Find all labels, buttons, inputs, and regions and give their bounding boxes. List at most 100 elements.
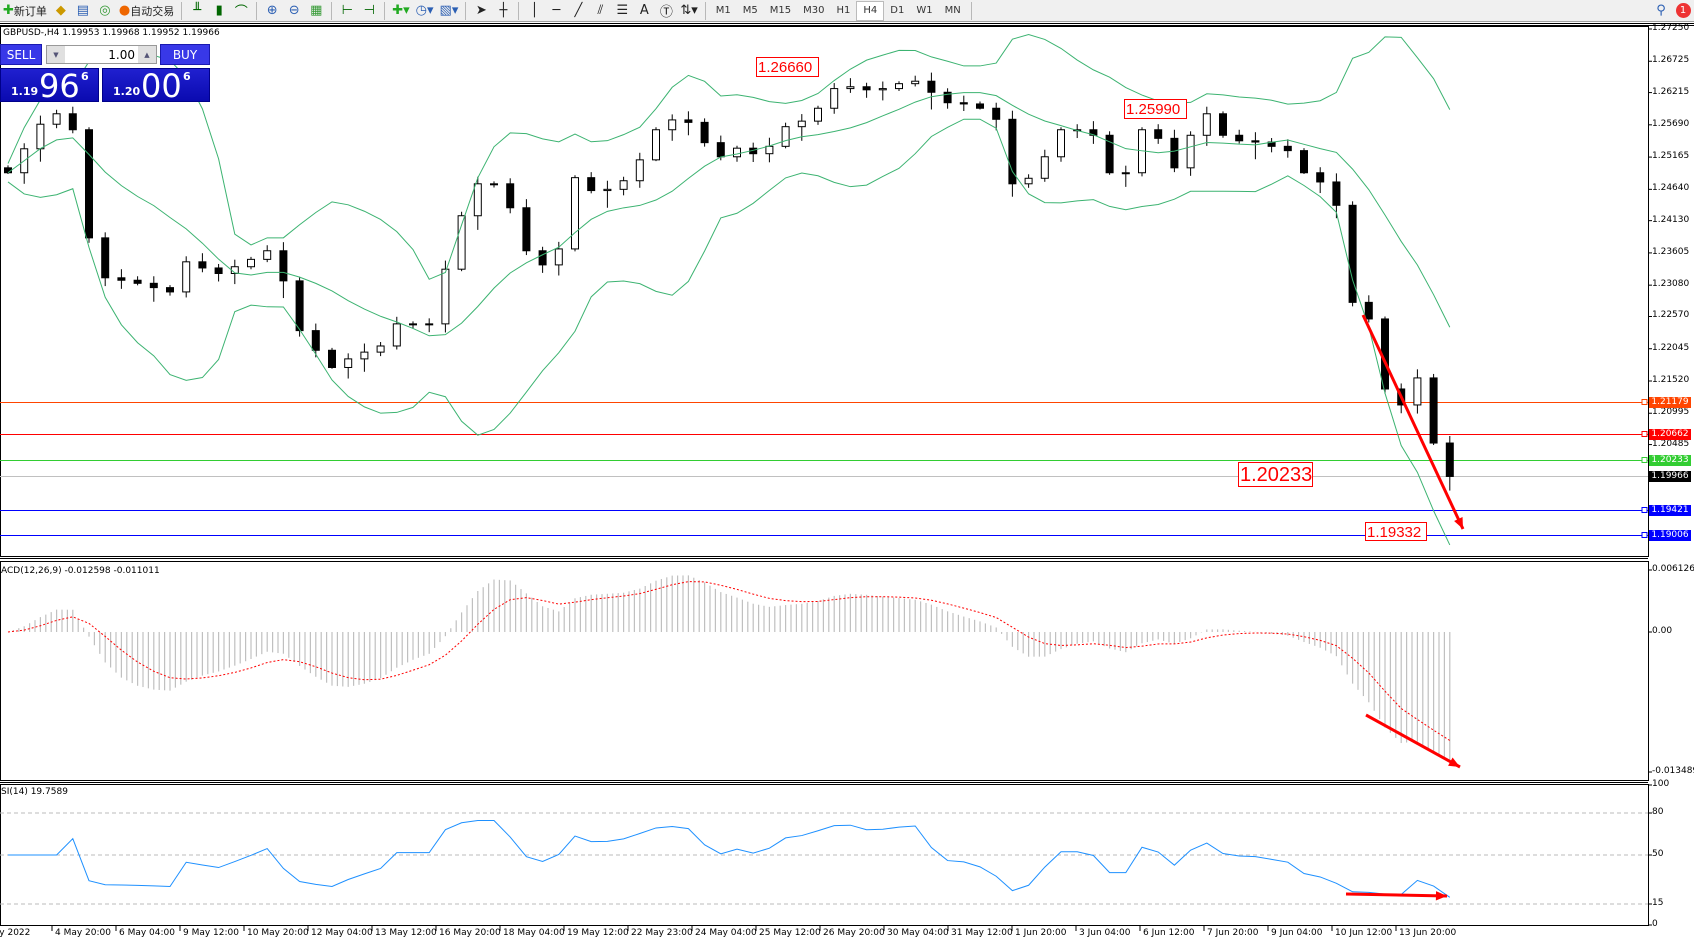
bollinger-lower-band xyxy=(7,118,1451,546)
bearish-candle xyxy=(684,119,693,123)
bearish-candle xyxy=(85,129,93,239)
bullish-candle xyxy=(878,88,887,91)
indicators-button[interactable]: ✚▾ xyxy=(389,1,412,21)
bullish-candle xyxy=(619,180,628,190)
chart-shift-icon: ⊢ xyxy=(341,3,353,18)
tile-windows-button[interactable]: ▦ xyxy=(305,1,327,21)
bar-chart-button[interactable]: ╨ xyxy=(186,1,208,21)
periods-button[interactable]: ◷▾ xyxy=(413,1,437,21)
price-line-tag: 1.19421 xyxy=(1649,504,1691,516)
market-watch-button[interactable]: ◆ xyxy=(50,1,72,21)
lot-decrease-button[interactable]: ▼ xyxy=(47,46,65,63)
bullish-candle xyxy=(52,113,61,125)
timeframe-d1[interactable]: D1 xyxy=(890,5,905,16)
chart-shift-button[interactable]: ⊢ xyxy=(336,1,358,21)
bearish-candle xyxy=(1251,140,1260,143)
time-label: 10 Jun 12:00 xyxy=(1335,928,1393,938)
bearish-candle xyxy=(295,280,304,332)
bearish-candle xyxy=(1008,118,1017,185)
bullish-candle xyxy=(360,351,369,360)
bullish-candle xyxy=(344,358,353,368)
price-label: 1.19332 xyxy=(1365,522,1427,541)
rsi-tick-label: 50 xyxy=(1652,849,1664,859)
price-tick-label: 1.23080 xyxy=(1652,279,1690,290)
crosshair-icon: ┼ xyxy=(499,3,508,18)
bullish-candle xyxy=(457,215,466,270)
timeframe-h1[interactable]: H1 xyxy=(836,5,851,16)
price-tick-label: 1.25165 xyxy=(1652,151,1690,162)
time-label: 13 May 12:00 xyxy=(375,928,437,938)
cursor-button[interactable]: ➤ xyxy=(470,1,492,21)
zoom-in-button[interactable]: ⊕ xyxy=(261,1,283,21)
zoom-out-icon: ⊖ xyxy=(288,3,300,18)
fibonacci-button[interactable]: ☰ xyxy=(611,1,633,21)
bullish-candle xyxy=(425,323,434,326)
text-label-button[interactable]: Ⓣ xyxy=(655,1,677,21)
zoom-out-button[interactable]: ⊖ xyxy=(283,1,305,21)
sell-price-panel[interactable]: 1.19 96 6 xyxy=(0,68,99,103)
time-label: 30 May 04:00 xyxy=(887,928,949,938)
line-handle xyxy=(1641,532,1648,538)
navigator-button[interactable]: ▤ xyxy=(72,1,94,21)
lot-size-input[interactable] xyxy=(65,47,138,62)
rsi-line xyxy=(8,819,1451,898)
line-chart-button[interactable]: ⌒ xyxy=(230,1,252,21)
crosshair-button[interactable]: ┼ xyxy=(492,1,514,21)
buy-price-panel[interactable]: 1.20 00 6 xyxy=(102,68,210,103)
line-handle xyxy=(1641,457,1648,463)
equidistant-channel-button[interactable]: ⫽ xyxy=(589,1,611,21)
time-label: 10 May 20:00 xyxy=(247,928,309,938)
separator xyxy=(465,1,467,20)
vertical-line-button[interactable]: │ xyxy=(523,1,545,21)
bullish-candle xyxy=(765,145,774,155)
bearish-candle xyxy=(1445,442,1454,477)
timeframe-mn[interactable]: MN xyxy=(944,5,961,16)
sell-price-prefix: 1.19 xyxy=(11,85,39,98)
price-line-tag: 1.19006 xyxy=(1649,529,1691,541)
time-label: 1 Jun 20:00 xyxy=(1015,928,1067,938)
separator xyxy=(704,1,706,20)
bullish-candle xyxy=(781,126,790,147)
bearish-candle xyxy=(1283,145,1292,152)
signals-button[interactable]: ◎ xyxy=(94,1,116,21)
arrows-button[interactable]: ⇅▾ xyxy=(677,1,700,21)
price-line-tag: 1.19966 xyxy=(1649,470,1691,482)
buy-price-fraction: 6 xyxy=(183,70,191,83)
timeframe-m15[interactable]: M15 xyxy=(769,5,792,16)
new-order-button[interactable]: ✚ 新订单 xyxy=(0,1,50,21)
bullish-candle xyxy=(733,147,741,158)
bearish-candle xyxy=(101,237,110,279)
market-watch-icon: ◆ xyxy=(55,3,66,18)
bearish-candle xyxy=(1235,134,1244,142)
buy-button[interactable]: BUY xyxy=(160,44,210,65)
candlestick-button[interactable]: ▮ xyxy=(208,1,230,21)
time-label: 26 May 20:00 xyxy=(823,928,885,938)
search-button[interactable]: ⚲ xyxy=(1650,1,1672,21)
price-line-tag: 1.20233 xyxy=(1649,454,1691,466)
text-button[interactable]: A xyxy=(633,1,655,21)
trendline-button[interactable]: ╱ xyxy=(567,1,589,21)
lot-increase-button[interactable]: ▲ xyxy=(138,46,156,63)
timeframe-m5[interactable]: M5 xyxy=(742,5,758,16)
toolbar: ✚ 新订单 ◆ ▤ ◎ ● 自动交易 ╨ ▮ ⌒ ⊕ ⊖ ▦ ⊢ ⊣ ✚▾ ◷▾ ▧… xyxy=(0,0,1694,22)
separator xyxy=(970,1,972,20)
horizontal-line-button[interactable]: ─ xyxy=(545,1,567,21)
notifications-button[interactable]: 1 xyxy=(1672,1,1694,21)
timeframe-w1[interactable]: W1 xyxy=(916,5,933,16)
timeframe-h4[interactable]: H4 xyxy=(856,0,885,21)
auto-trading-button[interactable]: ● 自动交易 xyxy=(116,1,177,21)
sell-button[interactable]: SELL xyxy=(0,44,42,65)
line-handle xyxy=(1641,399,1648,405)
autoscroll-button[interactable]: ⊣ xyxy=(358,1,380,21)
bearish-candle xyxy=(976,103,984,109)
bullish-candle xyxy=(911,80,920,85)
bearish-candle xyxy=(68,113,77,131)
separator xyxy=(181,1,183,20)
timeframe-m1[interactable]: M1 xyxy=(715,5,731,16)
separator xyxy=(256,1,258,20)
templates-button[interactable]: ▧▾ xyxy=(437,1,462,21)
time-label: 19 May 12:00 xyxy=(567,928,629,938)
timeframe-m30[interactable]: M30 xyxy=(803,5,825,16)
separator xyxy=(384,1,386,20)
